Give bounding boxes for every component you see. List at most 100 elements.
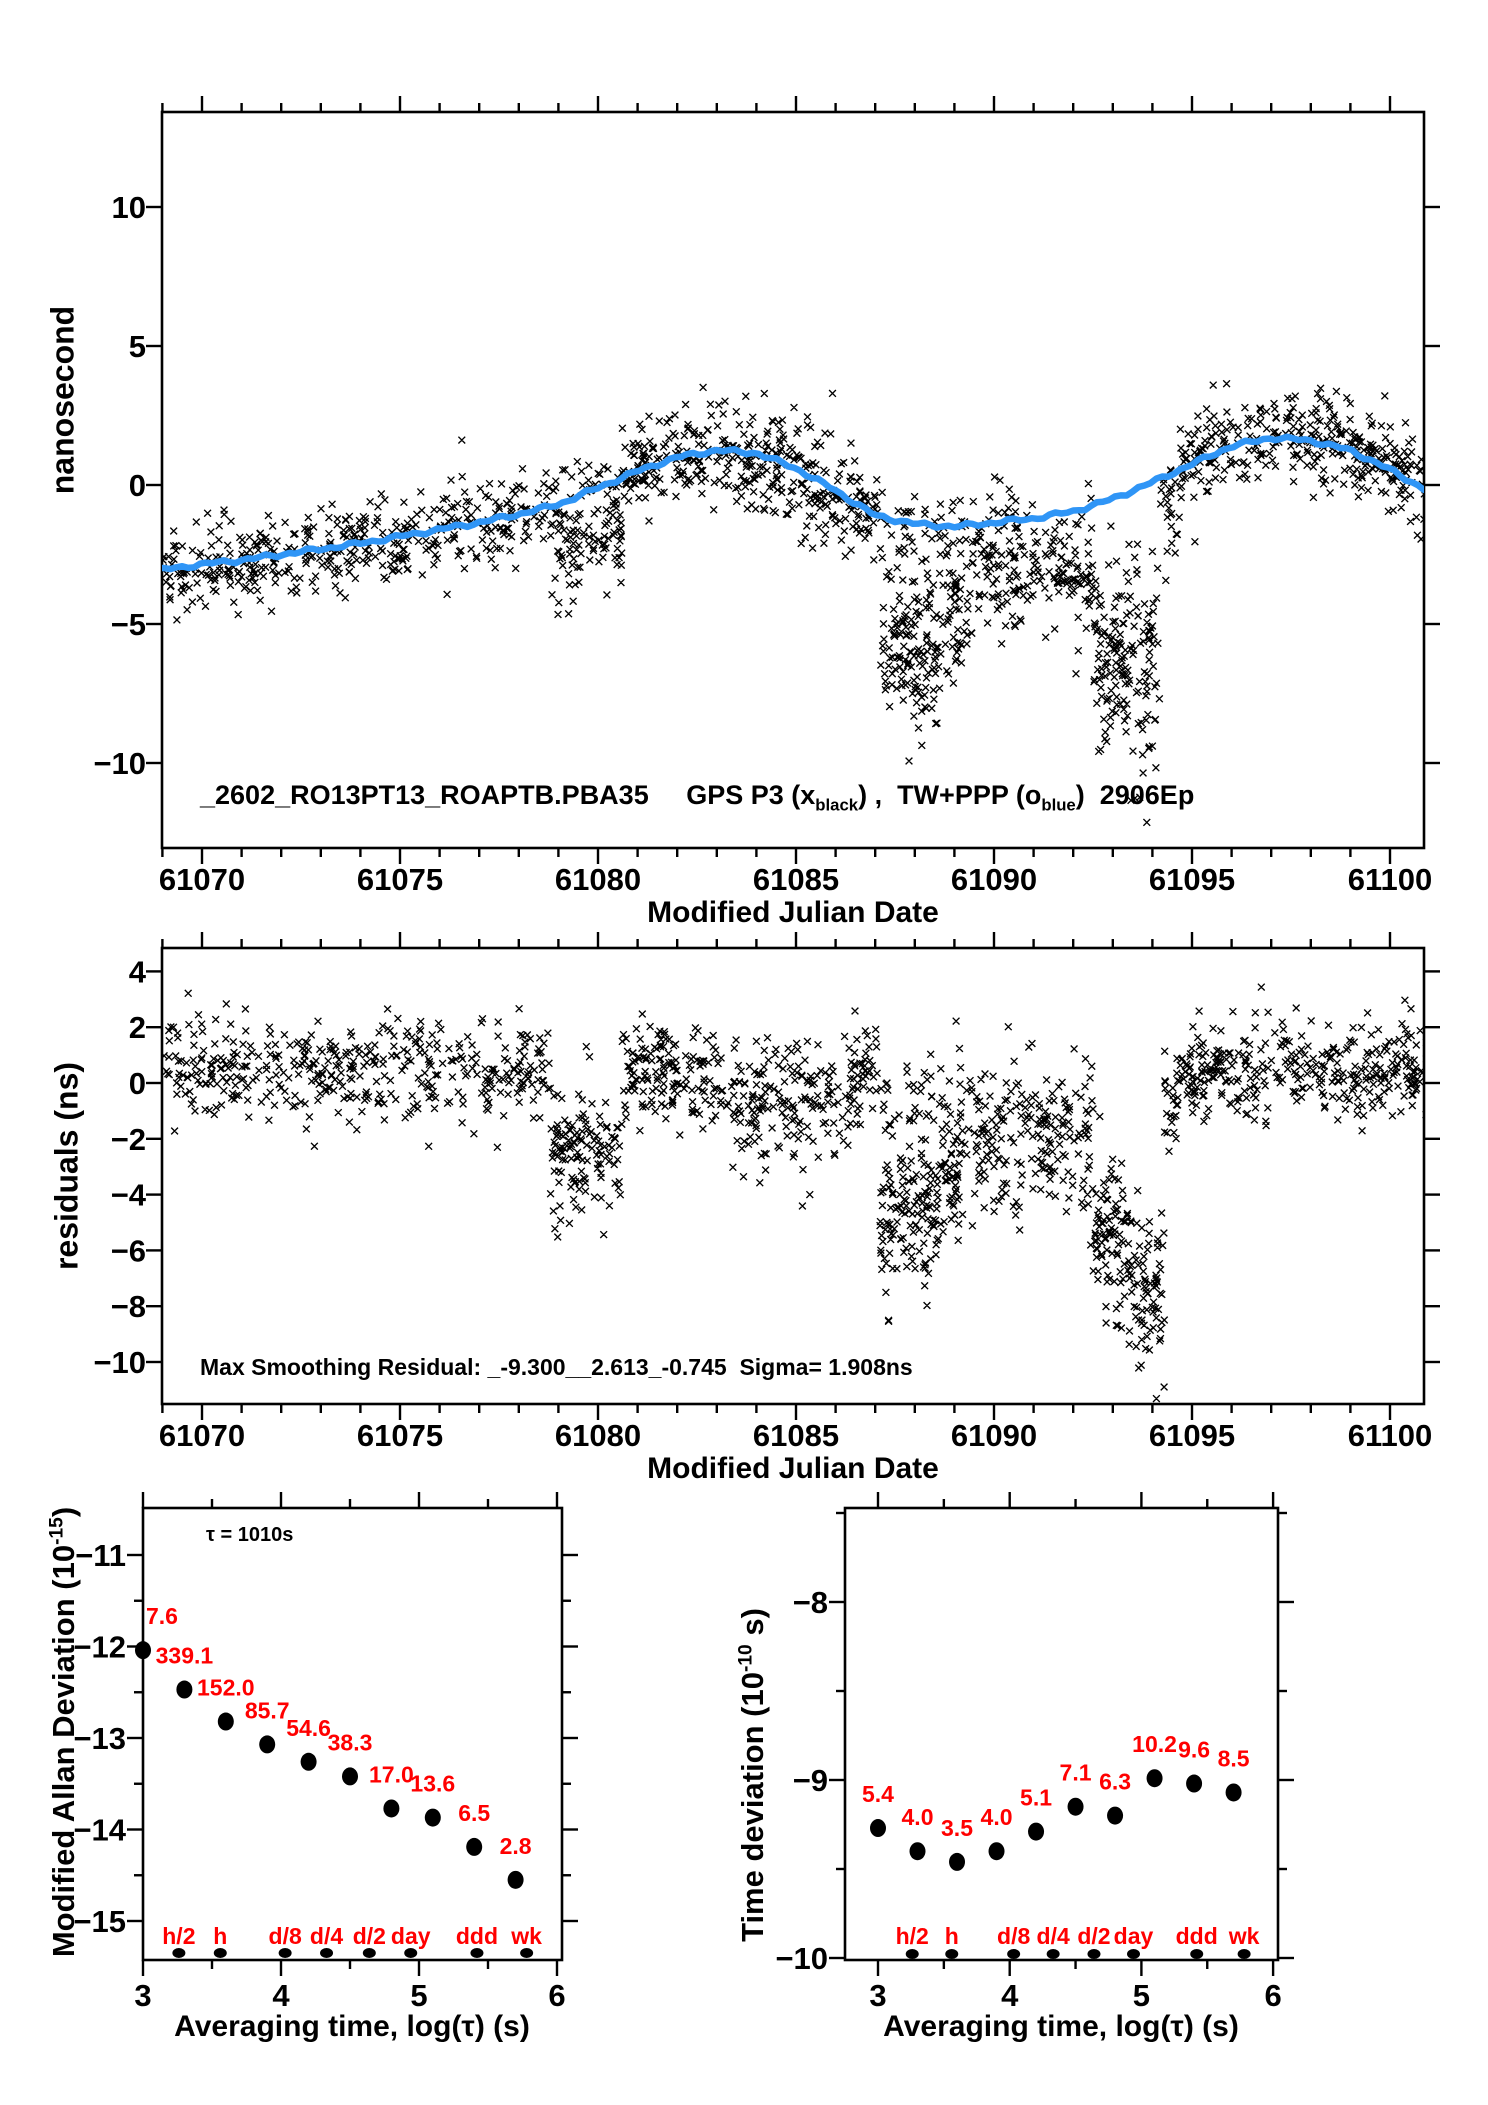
tdev-value-label: 5.4: [862, 1781, 894, 1807]
panel-border: [160, 110, 1426, 850]
mdev-point: [466, 1837, 483, 1856]
panel1-y-tick-label: 10: [112, 190, 146, 225]
timescale-label: ddd: [456, 1923, 498, 1949]
timescale-label: d/4: [310, 1923, 343, 1949]
panel2-x-tick-label: 61100: [1348, 1418, 1433, 1453]
panel4-x-axis-label: Averaging time, log(τ) (s): [883, 2010, 1239, 2043]
panel2-residuals-plot: 61070 61075 61080 61085 61090 61095 61100 4 2 0 −2…: [93, 932, 1440, 1453]
panel1-y-tick-label: −10: [93, 746, 146, 781]
timescale-label: d/8: [997, 1923, 1030, 1949]
timescale-label: ddd: [1176, 1923, 1218, 1949]
timescale-label: h: [213, 1923, 227, 1949]
panel2-y-tick-label: −2: [111, 1122, 146, 1157]
tdev-point: [949, 1852, 966, 1871]
mdev-value-label: 152.0: [197, 1675, 255, 1701]
panel2-x-tick-label: 61090: [951, 1418, 1037, 1453]
panel2-y-tick-label: −4: [111, 1178, 147, 1213]
mdev-point: [135, 1641, 151, 1660]
mdev-value-label: 13.6: [410, 1771, 455, 1797]
panel1-x-tick-label: 61080: [555, 862, 641, 897]
tdev-point: [1028, 1822, 1045, 1841]
panel3-x-tick-label: 5: [410, 1978, 427, 2013]
panel4-x-tick-label: 4: [1001, 1978, 1019, 2013]
panel-border: [141, 1506, 564, 1962]
timescale-label: d/8: [269, 1923, 302, 1949]
tdev-value-label: 9.6: [1178, 1737, 1210, 1763]
mdev-value-label: 6.5: [458, 1800, 490, 1826]
timescale-dot: [1046, 1949, 1060, 1959]
mdev-point: [507, 1870, 524, 1889]
timescale-dot: [362, 1948, 376, 1958]
mdev-point: [176, 1680, 193, 1699]
timescale-label: d/4: [1037, 1923, 1070, 1949]
panel1-y-tick-label: 0: [129, 468, 146, 503]
mdev-point: [217, 1712, 234, 1731]
residuals-scatter-series: [162, 983, 1424, 1403]
panel1-title: _2602_RO13PT13_ROAPTB.PBA35 GPS P3 (xbla…: [200, 780, 1195, 815]
timescale-dot: [404, 1948, 418, 1958]
panel3-y-tick-label: −12: [73, 1630, 126, 1665]
tdev-point: [1107, 1806, 1124, 1825]
panel1-x-tick-label: 61070: [159, 862, 245, 897]
panel3-y-tick-label: −11: [75, 1538, 126, 1573]
panel1-x-axis-label: Modified Julian Date: [647, 896, 939, 929]
timescale-dot: [1237, 1949, 1251, 1959]
panel1-y-tick-label: 5: [129, 329, 146, 364]
panel1-phase-plot: 61070 61075 61080 61085 61090 61095 61100 10 5 0 −…: [93, 96, 1440, 897]
tdev-point: [870, 1819, 886, 1838]
panel2-y-axis-label: residuals (ns): [48, 1061, 85, 1271]
twppp-smoothed-line-series: [162, 433, 1424, 573]
panel4-y-tick-label: −8: [793, 1585, 828, 1620]
panel2-y-tick-label: −6: [111, 1233, 146, 1268]
panel2-x-tick-label: 61085: [753, 1418, 839, 1453]
panel2-y-tick-label: 2: [129, 1010, 146, 1045]
timescale-label: h/2: [162, 1923, 195, 1949]
mdev-point: [342, 1767, 358, 1786]
tdev-value-label: 4.0: [981, 1804, 1013, 1830]
panel2-y-tick-label: −10: [93, 1345, 146, 1380]
gps-p3-scatter-series: [162, 379, 1424, 827]
tdev-point: [988, 1842, 1005, 1861]
timescale-dot: [470, 1948, 484, 1958]
mdev-value-label: 339.1: [156, 1643, 214, 1669]
timescale-dot: [213, 1948, 227, 1958]
panel2-y-tick-label: 4: [129, 954, 147, 989]
mdev-value-label: 17.0: [369, 1761, 414, 1787]
timescale-dot: [1087, 1949, 1101, 1959]
panel2-x-axis-label: Modified Julian Date: [647, 1452, 939, 1485]
tdev-point: [1225, 1783, 1242, 1802]
panel4-x-tick-label: 6: [1264, 1978, 1281, 2013]
panel3-y-tick-label: −14: [73, 1813, 126, 1848]
timescale-label: h: [945, 1923, 959, 1949]
panel3-x-tick-label: 6: [548, 1978, 565, 2013]
panel4-y-tick-label: −9: [793, 1763, 828, 1798]
panel3-y-axis-label: Modified Allan Deviation (10-15): [46, 1506, 81, 1958]
panel1-x-tick-label: 61095: [1149, 862, 1235, 897]
tdev-value-label: 8.5: [1218, 1745, 1250, 1771]
panel2-annotation: Max Smoothing Residual: _-9.300__2.613_-…: [200, 1354, 913, 1380]
timescale-label: d/2: [353, 1923, 386, 1949]
panel2-x-tick-label: 61075: [357, 1418, 443, 1453]
panel2-y-tick-label: −8: [111, 1289, 146, 1324]
panel1-y-axis-label: nanosecond: [44, 305, 81, 495]
panel1-x-tick-label: 61085: [753, 862, 839, 897]
panel4-tdev-plot: 5.4 4.0 3.5 4.0 5.1 7.1 6.310.2 9.6 8.5 h/2 h d/8 d/…: [775, 1492, 1294, 2013]
timescale-dot: [1190, 1949, 1204, 1959]
tdev-value-label: 6.3: [1099, 1769, 1131, 1795]
panel4-x-tick-label: 5: [1133, 1978, 1150, 2013]
panel4-y-axis-label: Time deviation (10-10 s): [735, 1608, 770, 1942]
panel1-x-tick-label: 61090: [951, 862, 1037, 897]
panel1-x-tick-label: 61075: [357, 862, 443, 897]
panel2-x-tick-label: 61070: [159, 1418, 245, 1453]
timescale-dot: [278, 1948, 292, 1958]
panel3-x-tick-label: 4: [272, 1978, 290, 2013]
mdev-point: [424, 1808, 441, 1827]
panel-border: [843, 1506, 1280, 1962]
panel2-y-tick-label: 0: [129, 1066, 146, 1101]
timescale-label: wk: [510, 1923, 542, 1949]
mdev-value-label: 7.6: [146, 1603, 178, 1629]
timescale-label: wk: [1228, 1923, 1260, 1949]
panel3-x-axis-label: Averaging time, log(τ) (s): [174, 2010, 530, 2043]
timescale-label: d/2: [1077, 1923, 1110, 1949]
